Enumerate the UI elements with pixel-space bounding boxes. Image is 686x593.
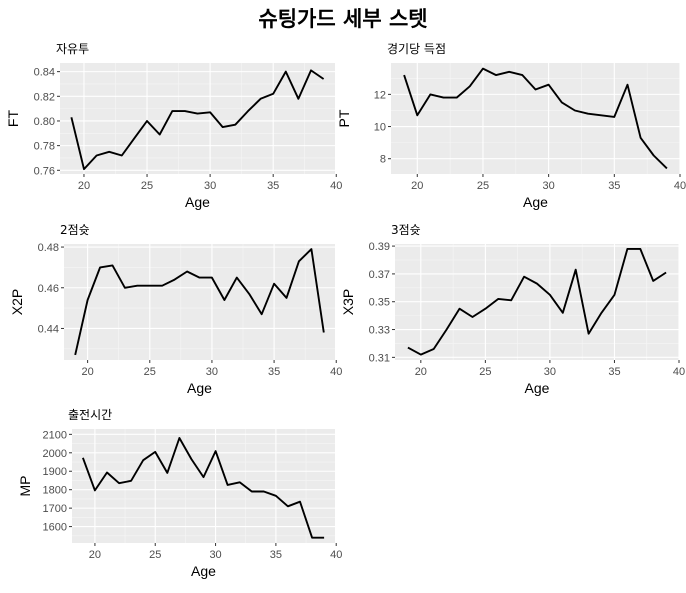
x-tick-label: 20 (81, 366, 93, 378)
y-tick-label: 0.44 (38, 323, 59, 335)
y-tick-label: 0.46 (38, 283, 59, 295)
y-tick-label: 0.39 (369, 241, 390, 253)
x-tick-label: 35 (270, 549, 282, 561)
x-axis-label: Age (187, 380, 212, 396)
x-axis-label: Age (523, 194, 548, 210)
y-tick-label: 12 (374, 89, 386, 101)
y-tick-label: 8 (380, 154, 386, 166)
y-tick-label: 2100 (43, 429, 67, 441)
y-axis-label: FT (5, 110, 21, 128)
y-tick-label: 0.82 (34, 91, 55, 103)
x-tick-label: 30 (204, 180, 216, 192)
x-tick-label: 25 (141, 180, 153, 192)
x-axis-label: Age (525, 380, 550, 396)
y-tick-label: 1800 (43, 485, 67, 497)
panel-title: 2점슛 (60, 223, 90, 237)
y-tick-label: 0.80 (34, 116, 55, 128)
y-tick-label: 0.33 (369, 325, 390, 337)
y-tick-label: 0.84 (34, 67, 55, 79)
x-tick-label: 30 (543, 180, 555, 192)
x-tick-label: 40 (330, 366, 342, 378)
panel-title: 출전시간 (68, 408, 112, 422)
y-tick-label: 0.37 (369, 269, 390, 281)
y-tick-label: 10 (374, 122, 386, 134)
series-line-ft (70, 69, 325, 171)
figure-title: 슈팅가드 세부 스텟 (258, 7, 427, 31)
x-tick-label: 20 (89, 549, 101, 561)
panel-title: 3점슛 (391, 223, 421, 237)
x-tick-label: 20 (78, 180, 90, 192)
x-tick-label: 25 (149, 549, 161, 561)
x-tick-label: 20 (411, 180, 423, 192)
plot-background (60, 63, 335, 174)
y-axis-label: X2P (9, 289, 25, 315)
y-tick-label: 1600 (43, 522, 67, 534)
series-line-x2p (74, 248, 325, 356)
x-axis-label: Age (185, 194, 210, 210)
y-axis-label: MP (17, 476, 33, 497)
panel-title: 자유투 (56, 42, 89, 56)
y-tick-label: 0.78 (34, 141, 55, 153)
y-axis-label: PT (336, 109, 352, 127)
y-tick-label: 1700 (43, 503, 67, 515)
panel-title: 경기당 득점 (387, 42, 446, 56)
y-tick-label: 0.48 (38, 242, 59, 254)
series-line-pt (403, 67, 668, 170)
series-line-x3p (407, 247, 667, 356)
chart-panel-pt: 20 25 30 35 40 8 10 12 경기당 득점 Age PT (336, 42, 686, 210)
x-tick-label: 30 (209, 549, 221, 561)
x-axis-label: Age (191, 563, 216, 579)
y-axis-label: X3P (340, 289, 356, 315)
series-line-mp (82, 437, 325, 539)
x-tick-label: 35 (608, 366, 620, 378)
x-tick-label: 40 (674, 180, 686, 192)
x-tick-label: 25 (479, 366, 491, 378)
x-tick-label: 35 (268, 366, 280, 378)
y-tick-label: 2000 (43, 448, 67, 460)
x-tick-label: 30 (544, 366, 556, 378)
x-tick-label: 30 (206, 366, 218, 378)
x-tick-label: 25 (144, 366, 156, 378)
y-tick-label: 1900 (43, 466, 67, 478)
plot-background (64, 244, 335, 360)
plot-background (72, 429, 335, 543)
y-tick-label: 0.35 (369, 297, 390, 309)
x-tick-label: 35 (267, 180, 279, 192)
x-tick-label: 25 (477, 180, 489, 192)
x-tick-label: 20 (415, 366, 427, 378)
x-tick-label: 35 (608, 180, 620, 192)
y-tick-label: 0.76 (34, 165, 55, 177)
y-tick-label: 0.31 (369, 352, 390, 364)
plot-background (391, 63, 680, 174)
x-tick-label: 40 (330, 180, 342, 192)
x-tick-label: 40 (330, 549, 342, 561)
x-tick-label: 40 (673, 366, 685, 378)
